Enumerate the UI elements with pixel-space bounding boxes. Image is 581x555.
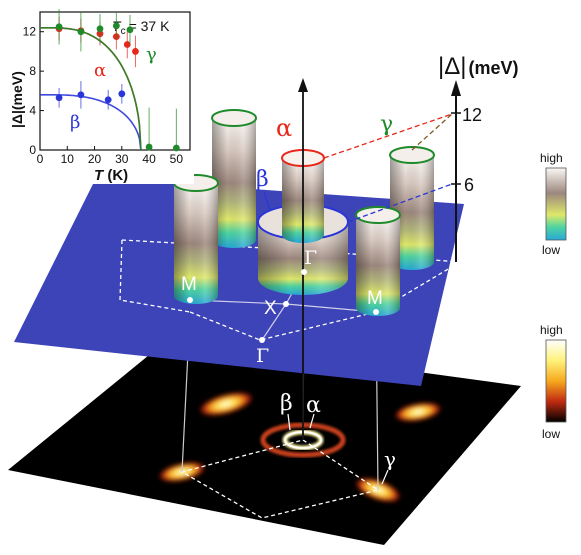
y-tick-label: 0	[29, 143, 36, 157]
gamma-point-center: Γ	[304, 247, 317, 269]
inset-plot: Tc= 37 K |Δ|(meV) T (K) 0102030405004812…	[8, 6, 194, 184]
data-point-γ	[145, 143, 153, 151]
data-point-β	[104, 96, 112, 104]
inset-gamma-label: γ	[146, 44, 157, 65]
gap-axis: |Δ| (meV) 12 6	[323, 53, 519, 262]
gamma-cylinder-back-right	[389, 146, 435, 270]
intensity-map: β α γ	[8, 338, 521, 545]
x-point: X	[264, 298, 277, 319]
data-point-γ	[172, 144, 180, 152]
colorbar-intensity-low: low	[542, 427, 560, 441]
data-point-γ	[126, 26, 134, 34]
data-point-α	[132, 48, 139, 55]
data-point-γ	[96, 25, 104, 33]
gap-tick-12: 12	[462, 105, 482, 125]
beta-label-top: β	[256, 167, 269, 192]
data-point-γ	[77, 28, 85, 36]
beta-label-bottom: β	[280, 391, 293, 416]
x-tick-label: 0	[37, 152, 44, 166]
alpha-label-bottom: α	[306, 393, 321, 418]
x-tick-label: 40	[142, 152, 156, 166]
m-point-right: M	[367, 288, 383, 309]
inset-ylabel: |Δ|(meV)	[9, 71, 25, 128]
hotspot-m-top-right	[394, 402, 442, 422]
m-point-left: M	[181, 274, 197, 295]
inset-xlabel: T (K)	[94, 167, 128, 184]
y-tick-label: 8	[29, 64, 36, 78]
gap-cylinders	[173, 109, 435, 316]
alpha-label-top: α	[276, 114, 292, 142]
hotspot-m-top-left	[198, 391, 254, 417]
inset-data-points	[55, 9, 180, 152]
gamma-label-bottom: γ	[384, 447, 396, 471]
bz-dashed-bottom	[180, 439, 380, 519]
colorbar-gap-high: high	[540, 151, 563, 165]
symmetry-points: Γ X M M Γ	[181, 247, 383, 367]
colorbar-gap-low: low	[542, 243, 560, 257]
data-point-α	[123, 41, 131, 48]
y-tick-label: 12	[23, 25, 37, 39]
data-point-β	[77, 91, 85, 99]
inset-axes: 0 10 20 30 40 50 0 4 8 12	[23, 25, 184, 166]
center-axis	[298, 78, 308, 440]
gamma-cylinder-back-left	[211, 109, 257, 248]
colorbar-intensity: high low	[540, 323, 567, 441]
gamma-cylinder-m-left	[173, 174, 219, 304]
gamma-cylinder-m-right	[355, 206, 401, 316]
x-tick-label: 10	[61, 152, 75, 166]
x-tick-label: 30	[115, 152, 129, 166]
inset-frame	[39, 11, 191, 151]
data-point-β	[118, 90, 126, 98]
fit-curve-β	[40, 94, 142, 151]
x-tick-label: 50	[170, 152, 184, 166]
gamma-point-front: Γ	[256, 345, 269, 367]
gap-plane-surface	[14, 178, 464, 386]
gap-axis-label: |Δ| (meV)	[438, 53, 519, 80]
inset-beta-label: β	[70, 112, 80, 133]
gap-tick-6: 6	[464, 175, 474, 195]
colorbar-intensity-high: high	[540, 323, 563, 337]
x-tick-label: 20	[88, 152, 102, 166]
gamma-label-top: γ	[380, 112, 393, 137]
data-point-γ	[112, 22, 120, 30]
data-point-β	[55, 94, 63, 102]
data-point-γ	[55, 23, 63, 31]
y-tick-label: 4	[29, 104, 36, 118]
colorbar-gap: high low	[540, 151, 567, 257]
inset-alpha-label: α	[94, 60, 106, 81]
